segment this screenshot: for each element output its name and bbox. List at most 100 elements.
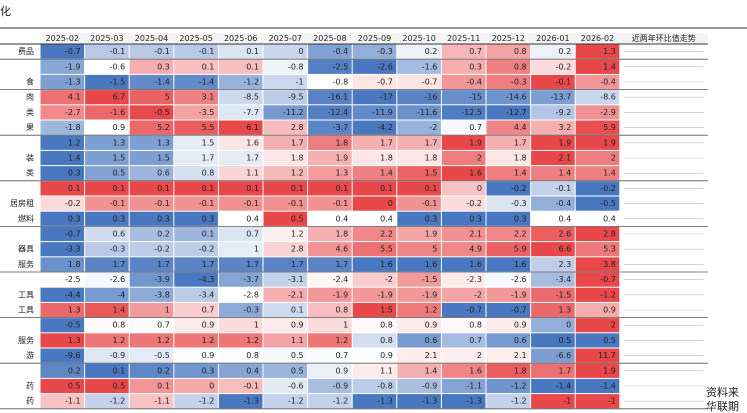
- cell-value: 4.4: [514, 123, 527, 132]
- heat-cell: [308, 59, 352, 74]
- cell-value: -1.6: [110, 108, 126, 117]
- heat-cell: [129, 120, 174, 135]
- cell-value: 1.9: [425, 230, 438, 239]
- cell-value: 0.3: [112, 214, 125, 223]
- heat-cell: [531, 287, 575, 302]
- heat-cell: [218, 44, 263, 59]
- cell-value: 5.5: [380, 245, 393, 254]
- heat-cell: [129, 211, 174, 226]
- cell-value: -0.5: [600, 199, 616, 208]
- cell-value: -1.2: [199, 397, 215, 406]
- heat-cell: [129, 105, 174, 120]
- heat-cell: [352, 226, 397, 242]
- heat-cell: [129, 272, 174, 287]
- column-header: 2025-06: [224, 34, 257, 43]
- heat-cell: [441, 166, 486, 181]
- cell-value: 1.4: [380, 169, 393, 178]
- cell-value: -1.3: [65, 78, 81, 87]
- row-label: 游: [26, 350, 34, 360]
- cell-value: 0.5: [112, 382, 125, 391]
- heat-cell: [308, 90, 352, 105]
- cell-value: 1: [165, 306, 170, 315]
- heat-cell: [486, 226, 531, 242]
- heat-cell: [575, 302, 620, 318]
- column-header: 2025-05: [179, 34, 212, 43]
- heat-cell: [352, 272, 397, 287]
- heat-cell: [531, 242, 575, 257]
- cell-value: 0.1: [202, 62, 215, 71]
- cell-value: -1.2: [288, 397, 304, 406]
- heat-cell: [174, 302, 218, 318]
- cell-value: 0.7: [469, 123, 482, 132]
- heat-cell: [352, 363, 397, 378]
- heat-cell: [40, 150, 85, 166]
- heat-cell: [486, 90, 531, 105]
- cell-value: 1.5: [112, 154, 125, 163]
- heat-cell: [441, 181, 486, 196]
- heat-cell: [486, 181, 531, 196]
- heat-cell: [263, 211, 308, 226]
- row-label: 果: [26, 123, 34, 132]
- column-header: 2026-02: [581, 34, 614, 43]
- heat-cell: [352, 181, 397, 196]
- heat-cell: [129, 181, 174, 196]
- cell-value: 1.8: [335, 138, 348, 147]
- row-label: 服务: [18, 259, 34, 269]
- cell-value: 1: [254, 321, 259, 330]
- heat-cell: [174, 318, 218, 333]
- heat-cell: [85, 59, 129, 74]
- cell-value: -0.9: [333, 382, 349, 391]
- cell-value: 0: [299, 47, 304, 56]
- heat-cell: [441, 318, 486, 333]
- cell-value: -0.2: [65, 199, 81, 208]
- row-label: 器具: [18, 245, 34, 254]
- heat-cell: [263, 135, 308, 150]
- cell-value: -4.3: [199, 275, 215, 284]
- cell-value: 0.7: [157, 321, 170, 330]
- cell-value: -0.1: [199, 47, 215, 56]
- row-label: 燃料: [18, 213, 34, 223]
- cell-value: 2.6: [558, 230, 571, 239]
- heat-cell: [441, 272, 486, 287]
- cell-value: -1.2: [333, 397, 349, 406]
- heat-cell: [486, 59, 531, 74]
- cell-value: -2.5: [65, 275, 81, 284]
- cell-value: 1.3: [157, 138, 170, 147]
- trend-header: 近两年环比值走势: [632, 33, 696, 43]
- cell-value: 1.8: [425, 154, 438, 163]
- cell-value: -0.2: [600, 184, 616, 193]
- heat-cell: [352, 333, 397, 348]
- heat-cell: [486, 44, 531, 59]
- heat-cell: [575, 333, 620, 348]
- cell-value: -1.2: [600, 290, 616, 299]
- cell-value: 0.7: [335, 351, 348, 360]
- cell-value: -0.6: [110, 62, 126, 71]
- cell-value: 0.7: [469, 47, 482, 56]
- cell-value: -9.5: [288, 93, 304, 102]
- heat-cell: [174, 44, 218, 59]
- heat-cell: [40, 105, 85, 120]
- cell-value: -12.5: [461, 108, 482, 117]
- heat-cell: [85, 318, 129, 333]
- heat-cell: [441, 302, 486, 318]
- cell-value: -2.7: [65, 108, 81, 117]
- cell-value: 0.7: [469, 336, 482, 345]
- heat-cell: [263, 150, 308, 166]
- cell-value: 1.8: [380, 154, 393, 163]
- cell-value: 1.9: [603, 366, 616, 375]
- heat-cell: [352, 287, 397, 302]
- heat-cell: [352, 394, 397, 409]
- heat-cell: [397, 120, 441, 135]
- heat-cell: [85, 257, 129, 272]
- heat-cell: [308, 378, 352, 394]
- cell-value: 1: [343, 321, 348, 330]
- heat-cell: [352, 105, 397, 120]
- heat-cell: [129, 196, 174, 211]
- heat-cell: [531, 166, 575, 181]
- cell-value: -0.2: [154, 245, 170, 254]
- cell-value: 0.3: [469, 214, 482, 223]
- cell-value: -3.3: [65, 245, 81, 254]
- cell-value: 1.4: [514, 169, 527, 178]
- cell-value: -16: [424, 93, 437, 102]
- heat-cell: [308, 287, 352, 302]
